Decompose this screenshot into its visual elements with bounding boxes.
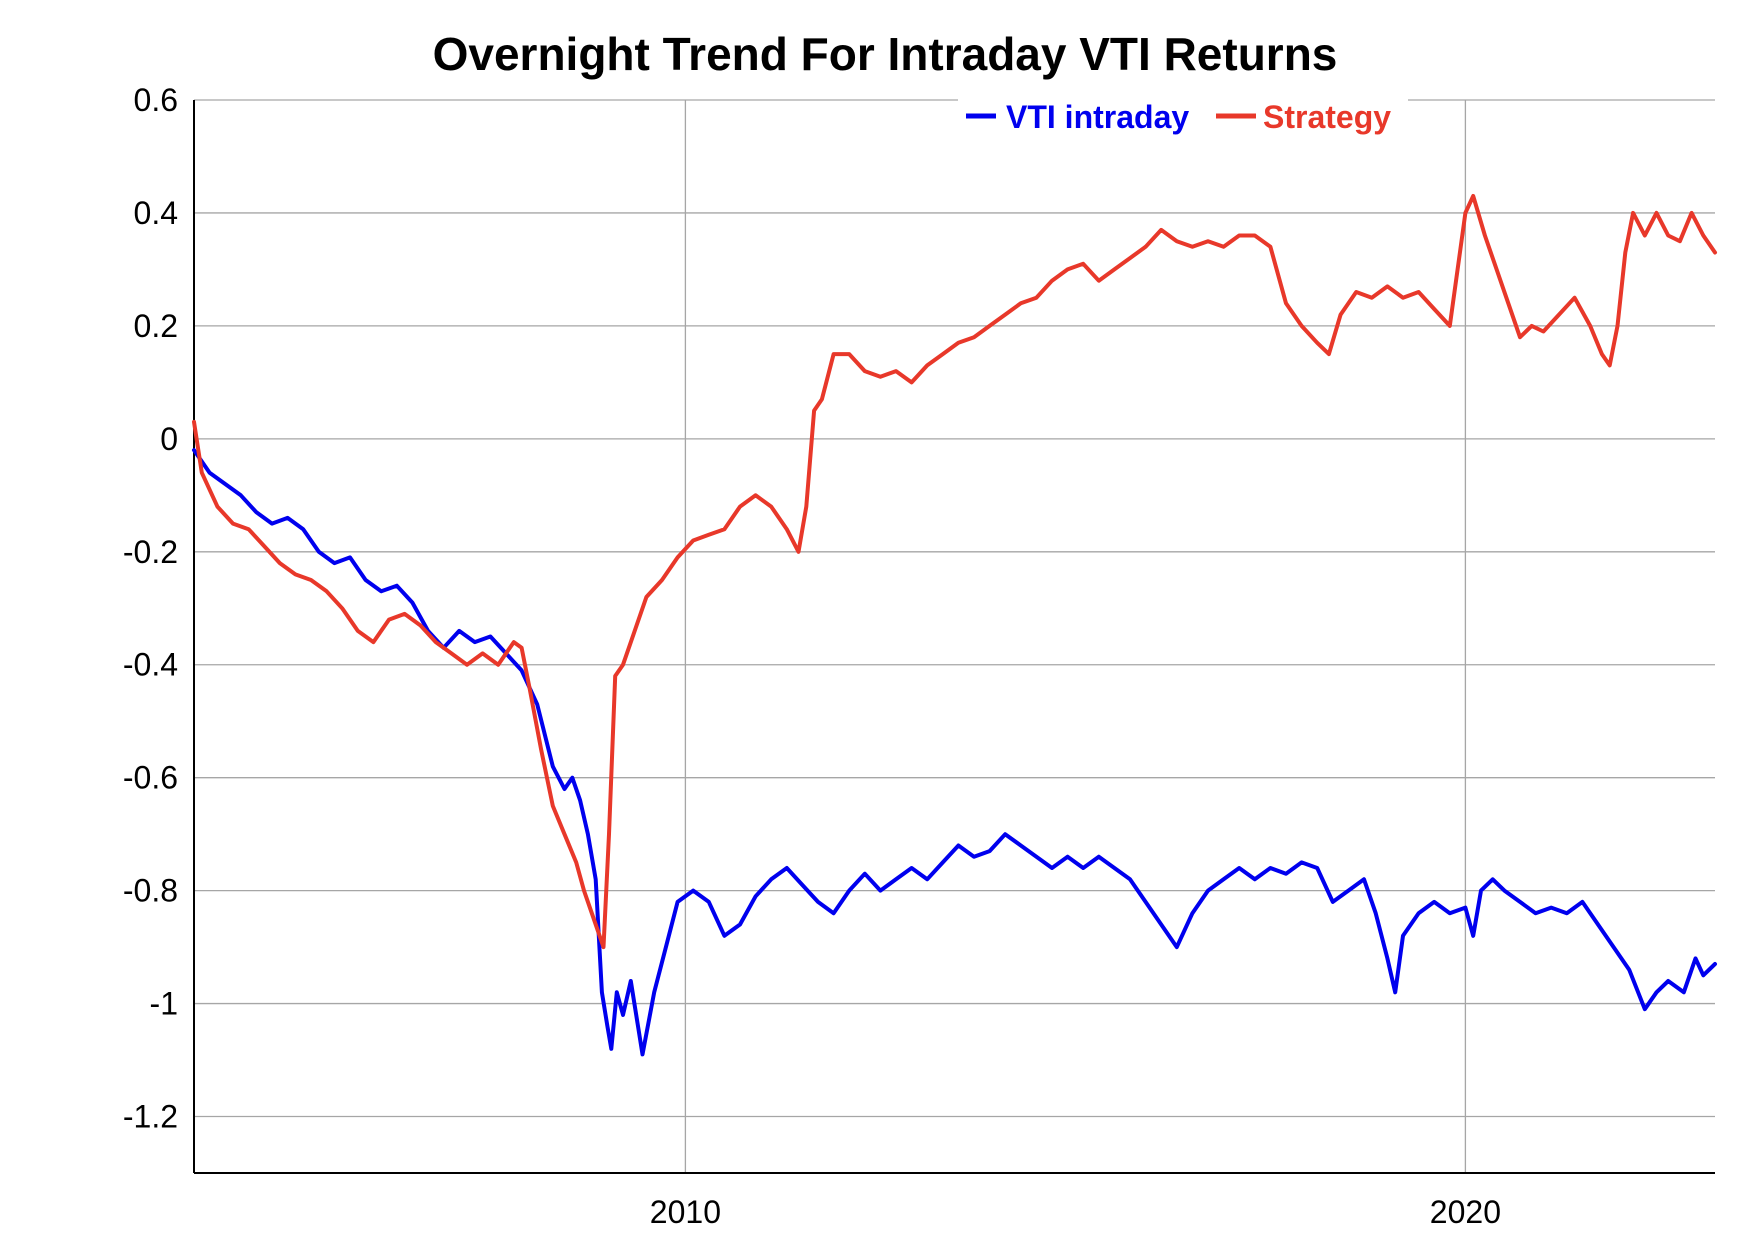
x-tick-label: 2010: [650, 1194, 721, 1230]
y-tick-label: 0: [160, 421, 178, 457]
grid-lines: [194, 99, 1715, 1173]
x-tick-label: 2020: [1430, 1194, 1501, 1230]
y-tick-label: -0.8: [123, 873, 178, 909]
series-lines: [192, 194, 1717, 1057]
y-tick-label: 0.2: [134, 308, 178, 344]
legend-label-vti-intraday: VTI intraday: [1006, 99, 1189, 135]
legend: VTI intraday Strategy: [958, 93, 1408, 141]
y-tick-label: -1.2: [123, 1099, 178, 1135]
y-tick-label: -0.2: [123, 534, 178, 570]
axes: 0.6 0.4 0.2 0 -0.2 -0.4 -0.6 -0.8 -1 -1.2 2010 2020: [123, 82, 1715, 1230]
y-tick-label: -1: [150, 986, 178, 1022]
y-tick-label: -0.4: [123, 647, 178, 683]
chart-title: Overnight Trend For Intraday VTI Returns: [433, 28, 1338, 80]
y-tick-label: 0.6: [134, 82, 178, 118]
y-tick-label: -0.6: [123, 760, 178, 796]
series-line-strategy: [192, 194, 1717, 950]
y-tick-label: 0.4: [134, 195, 178, 231]
series-line-vti-intraday: [192, 448, 1717, 1057]
legend-background: [958, 93, 1408, 141]
legend-label-strategy: Strategy: [1263, 99, 1391, 135]
